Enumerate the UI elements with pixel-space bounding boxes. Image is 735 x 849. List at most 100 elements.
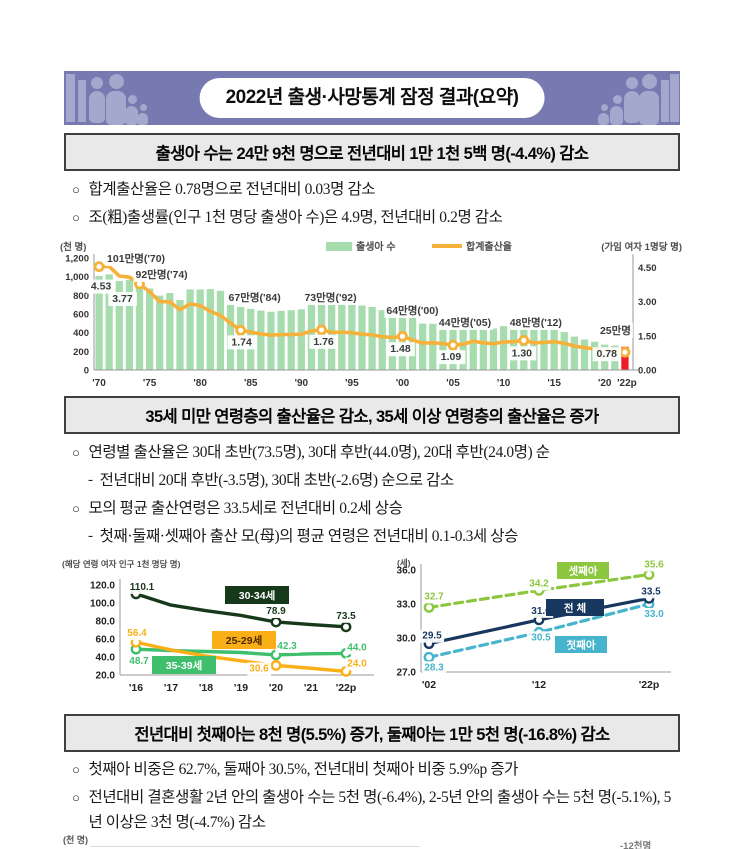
svg-text:1,200: 1,200 [65,254,89,265]
person-icon [128,95,137,104]
svg-text:33.5: 33.5 [641,586,661,597]
svg-text:출생아 수: 출생아 수 [356,240,396,253]
svg-text:'05: '05 [446,378,460,389]
person-icon [601,104,608,111]
svg-text:100.0: 100.0 [90,599,115,610]
svg-text:30-34세: 30-34세 [239,589,276,602]
svg-text:0.78: 0.78 [597,348,618,360]
svg-text:'10: '10 [497,378,511,389]
next-chart-edge [90,846,420,847]
svg-text:0: 0 [84,366,89,377]
title-banner: 2022년 출생·사망통계 잠정 결과(요약) [64,71,680,125]
svg-text:80.0: 80.0 [96,617,116,628]
svg-text:25만명: 25만명 [600,324,631,337]
svg-text:3.00: 3.00 [638,297,657,308]
svg-text:24.0: 24.0 [347,658,367,669]
svg-text:20.0: 20.0 [96,671,116,682]
svg-text:600: 600 [73,310,89,321]
svg-text:'18: '18 [199,682,213,694]
svg-text:'70: '70 [92,378,106,389]
svg-text:25-29세: 25-29세 [226,634,263,647]
section-heading-births: 출생아 수는 24만 9천 명으로 전년대비 1만 1천 5백 명(-4.4%)… [64,133,680,171]
svg-text:67만명('84): 67만명('84) [229,291,281,304]
person-icon [89,91,105,123]
svg-text:전 체: 전 체 [564,602,586,615]
svg-text:'85: '85 [244,378,258,389]
bullet-item: ○ 합계출산율은 0.78명으로 전년대비 0.03명 감소 [72,181,376,198]
svg-text:1.74: 1.74 [231,336,252,348]
svg-text:'00: '00 [396,378,410,389]
svg-text:64만명('00): 64만명('00) [386,304,438,317]
svg-text:30.6: 30.6 [249,663,269,674]
bullet-item: - 전년대비 20대 후반(-3.5명), 30대 초반(-2.6명) 순으로 감… [88,472,454,489]
svg-text:92만명('74): 92만명('74) [136,268,188,281]
person-icon [626,77,638,89]
section-bullets: ○ 연령별 출산율은 30대 초반(73.5명), 30대 후반(44.0명), … [72,440,676,552]
svg-text:'21: '21 [304,682,318,694]
person-icon [624,91,640,123]
svg-text:60.0: 60.0 [96,635,116,646]
svg-text:101만명('70): 101만명('70) [107,252,165,265]
svg-text:34.2: 34.2 [529,578,549,589]
bullet-item: ○ 첫째아 비중은 62.7%, 둘째아 30.5%, 전년대비 첫째아 비중 5… [72,761,518,778]
svg-text:56.4: 56.4 [127,628,147,639]
svg-text:42.3: 42.3 [277,641,297,652]
svg-text:4.53: 4.53 [91,281,112,293]
svg-text:'02: '02 [422,679,436,691]
person-icon [598,113,609,125]
bullet-item: ○ 연령별 출산율은 30대 초반(73.5명), 30대 후반(44.0명), … [72,444,550,461]
svg-text:1.76: 1.76 [313,336,334,348]
svg-text:(천 명): (천 명) [60,241,86,253]
svg-text:78.9: 78.9 [266,606,286,617]
person-icon [642,74,657,89]
decoration-bar [661,80,669,122]
svg-text:40.0: 40.0 [96,653,116,664]
svg-text:'95: '95 [345,378,359,389]
svg-text:73만명('92): 73만명('92) [304,291,356,304]
svg-text:1.30: 1.30 [512,347,533,359]
svg-text:33.0: 33.0 [397,600,417,611]
svg-text:셋째아: 셋째아 [569,565,598,578]
person-icon [91,77,103,89]
svg-text:27.0: 27.0 [397,668,417,679]
svg-text:48.7: 48.7 [129,656,149,667]
svg-text:73.5: 73.5 [336,611,356,622]
svg-text:30.5: 30.5 [531,632,551,643]
svg-text:1,000: 1,000 [65,272,89,283]
svg-text:'80: '80 [193,378,207,389]
svg-text:800: 800 [73,291,89,302]
age-fertility-chart: (해당 연령 여자 인구 1천 명당 명) 120.0 100.0 80.0 60.0 4… [60,557,382,712]
page-title: 2022년 출생·사망통계 잠정 결과(요약) [199,78,545,118]
svg-text:1.48: 1.48 [390,343,411,355]
svg-text:첫째아: 첫째아 [567,639,596,652]
svg-text:1.09: 1.09 [441,351,462,363]
person-icon [125,106,138,125]
person-icon [613,95,622,104]
section-bullets: ○ 합계출산율은 0.78명으로 전년대비 0.03명 감소 ○ 조(粗)출생률(인구… [72,177,676,233]
svg-text:'12: '12 [532,679,546,691]
svg-text:'16: '16 [129,682,143,694]
svg-text:(해당 연령 여자 인구 1천 명당 명): (해당 연령 여자 인구 1천 명당 명) [62,559,181,569]
svg-text:110.1: 110.1 [130,582,155,593]
svg-text:400: 400 [73,328,89,339]
svg-text:'22p: '22p [336,682,357,694]
svg-text:48만명('12): 48만명('12) [510,316,562,329]
svg-text:'20: '20 [269,682,283,694]
person-icon [137,113,148,125]
person-icon [109,74,124,89]
svg-text:'15: '15 [547,378,561,389]
section-heading-birth-order: 전년대비 첫째아는 8천 명(5.5%) 증가, 둘째아는 1만 5천 명(-1… [64,714,680,752]
person-icon [639,91,659,125]
decoration-bar [78,80,86,122]
svg-text:32.7: 32.7 [424,591,444,602]
mean-age-chart: (세) 36.0 33.0 30.0 27.0 '02 '12 '22p 32.7 34.2 35.… [383,556,681,713]
svg-text:31.6: 31.6 [531,606,551,617]
svg-text:36.0: 36.0 [397,566,417,577]
svg-text:'19: '19 [234,682,248,694]
person-icon [106,91,126,125]
svg-text:200: 200 [73,347,89,358]
section-heading-age-fertility: 35세 미만 연령층의 출산율은 감소, 35세 이상 연령층의 출산율은 증가 [64,396,680,434]
bullet-item: - 첫째·둘째·셋째아 출산 모(母)의 평균 연령은 전년대비 0.1-0.3세… [88,528,518,545]
bullet-item: ○ 전년대비 결혼생활 2년 안의 출생아 수는 5천 명(-6.4%), 2-5… [72,789,671,831]
